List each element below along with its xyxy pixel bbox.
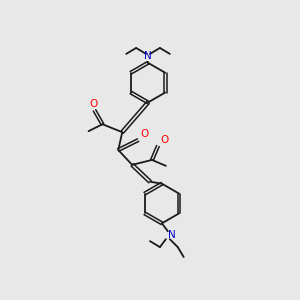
Text: O: O xyxy=(160,135,168,145)
Text: N: N xyxy=(144,51,152,61)
Text: O: O xyxy=(140,129,148,139)
Text: N: N xyxy=(168,230,176,240)
Text: O: O xyxy=(89,99,98,110)
